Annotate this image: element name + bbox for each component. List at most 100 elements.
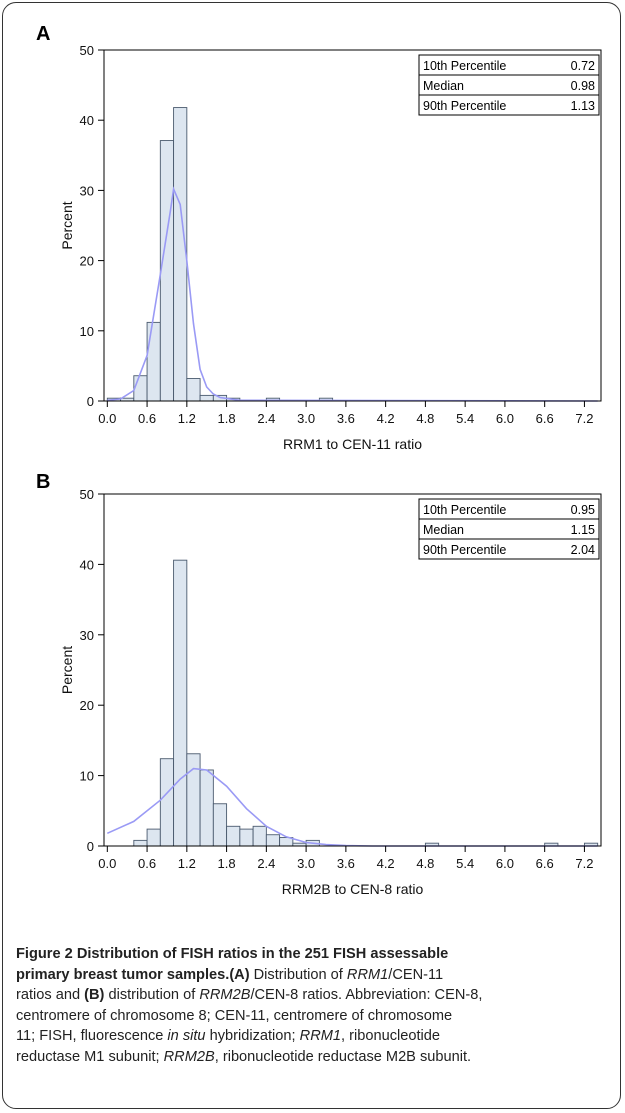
x-tick-label: 1.8: [218, 411, 236, 426]
histogram-bar: [239, 828, 254, 847]
caption-line-4: centromere of chromosome 8; CEN-11, cent…: [16, 1007, 453, 1024]
caption-line-3: ratios and (B) distribution of RRM2B/CEN…: [16, 985, 616, 1006]
stats-value: 2.04: [571, 543, 595, 557]
caption-text: /CEN-8 ratios. Abbreviation: CEN-8,: [250, 987, 483, 1003]
caption-gene: RRM2B: [199, 987, 251, 1003]
caption-line-2: primary breast tumor samples.(A) Distrib…: [16, 965, 616, 986]
y-tick-label: 50: [80, 487, 94, 502]
x-tick-label: 6.0: [496, 856, 514, 871]
panel-letter: B: [36, 471, 50, 493]
x-axis-title: RRM2B to CEN-8 ratio: [282, 881, 424, 897]
histogram-bar: [173, 559, 188, 847]
stats-inset-box: [418, 498, 600, 560]
figure-caption: Figure 2 Distribution of FISH ratios in …: [16, 944, 616, 1067]
histogram-bar: [265, 834, 281, 847]
stats-value: 1.15: [571, 523, 595, 537]
plot-area-border: [103, 49, 602, 402]
x-tick-label: 0.6: [138, 856, 156, 871]
caption-line-6: reductase M1 subunit; RRM2B, ribonucleot…: [16, 1047, 616, 1068]
x-tick-label: 3.0: [297, 411, 315, 426]
stats-label: Median: [423, 523, 464, 537]
y-tick-label: 0: [87, 839, 94, 854]
stats-label: 10th Percentile: [423, 59, 506, 73]
stats-value: 0.95: [571, 503, 595, 517]
caption-title-line-2: primary breast tumor samples.: [16, 966, 230, 983]
caption-line-5: 11; FISH, fluorescence in situ hybridiza…: [16, 1026, 616, 1047]
x-tick-label: 1.2: [178, 856, 196, 871]
caption-text: distribution of: [104, 987, 200, 1003]
stats-label: 10th Percentile: [423, 503, 506, 517]
x-tick-label: 0.0: [98, 856, 116, 871]
caption-text: , ribonucleotide: [341, 1028, 440, 1044]
y-tick-label: 40: [80, 113, 94, 128]
y-tick-label: 40: [80, 557, 94, 572]
x-tick-label: 6.6: [536, 856, 554, 871]
x-tick-label: 5.4: [456, 411, 474, 426]
caption-text: 11; FISH, fluorescence: [16, 1028, 168, 1044]
x-tick-label: 7.2: [575, 411, 593, 426]
caption-title-line-1: Figure 2 Distribution of FISH ratios in …: [16, 946, 449, 962]
stats-value: 0.98: [571, 79, 595, 93]
x-tick-label: 1.8: [218, 856, 236, 871]
y-tick-label: 20: [80, 698, 94, 713]
histogram-bar: [212, 803, 228, 847]
caption-text: Distribution of: [249, 966, 347, 983]
caption-text: reductase M1 subunit;: [16, 1048, 164, 1065]
caption-label-b: (B): [84, 987, 105, 1003]
x-tick-label: 3.6: [337, 411, 355, 426]
density-curve: [107, 186, 598, 402]
histogram-bar: [252, 825, 267, 847]
caption-text: /CEN-11: [388, 966, 444, 983]
caption-text: ratios and: [16, 987, 85, 1003]
y-tick-label: 30: [80, 628, 94, 643]
x-axis-title: RRM1 to CEN-11 ratio: [283, 436, 422, 452]
x-tick-label: 6.6: [536, 411, 554, 426]
histogram-bar: [199, 394, 214, 402]
x-tick-label: 7.2: [575, 856, 593, 871]
x-tick-label: 0.0: [98, 411, 116, 426]
caption-gene: RRM1: [346, 966, 389, 983]
y-axis-title: Percent: [59, 646, 75, 694]
x-tick-label: 4.8: [416, 411, 434, 426]
histogram-bar: [146, 321, 161, 402]
stats-label: 90th Percentile: [423, 543, 506, 557]
x-tick-label: 2.4: [257, 411, 275, 426]
y-tick-label: 20: [80, 254, 94, 269]
stats-label: 90th Percentile: [423, 99, 506, 113]
x-tick-label: 3.6: [337, 856, 355, 871]
y-axis-title: Percent: [59, 201, 75, 249]
x-tick-label: 4.2: [377, 411, 395, 426]
x-tick-label: 0.6: [138, 411, 156, 426]
histogram-bar: [173, 107, 188, 402]
density-curve: [106, 767, 598, 847]
stats-inset-box: [418, 54, 600, 116]
y-tick-label: 10: [80, 769, 94, 784]
caption-italic: in situ: [167, 1028, 206, 1044]
histogram-bar: [226, 825, 241, 847]
histogram-bar: [146, 828, 161, 847]
caption-gene: RRM1: [299, 1028, 342, 1044]
y-tick-label: 0: [87, 394, 94, 409]
stats-value: 1.13: [571, 99, 595, 113]
caption-text: hybridization;: [205, 1028, 300, 1044]
histogram-bar: [199, 769, 214, 847]
y-tick-label: 10: [80, 324, 94, 339]
y-tick-label: 50: [80, 43, 94, 58]
y-tick-label: 30: [80, 183, 94, 198]
histogram-bar: [186, 378, 201, 402]
x-tick-label: 3.0: [297, 856, 315, 871]
caption-text: , ribonucleotide reductase M2B subunit.: [214, 1048, 472, 1065]
stats-label: Median: [423, 79, 464, 93]
x-tick-label: 5.4: [456, 856, 474, 871]
stats-value: 0.72: [571, 59, 595, 73]
panel-letter: A: [36, 23, 50, 45]
histogram-bar: [159, 140, 175, 402]
x-tick-label: 6.0: [496, 411, 514, 426]
x-tick-label: 4.2: [377, 856, 395, 871]
histogram-bar: [159, 758, 175, 847]
histogram-bar: [133, 375, 148, 402]
histogram-bar: [186, 753, 201, 847]
figure-charts: A 0 10 20 30 40 50 0.0 0.6 1.2 1.8 2.4 3.0 3.6 4.2 4.8 5…: [36, 23, 602, 897]
x-tick-label: 2.4: [257, 856, 275, 871]
x-tick-label: 1.2: [178, 411, 196, 426]
